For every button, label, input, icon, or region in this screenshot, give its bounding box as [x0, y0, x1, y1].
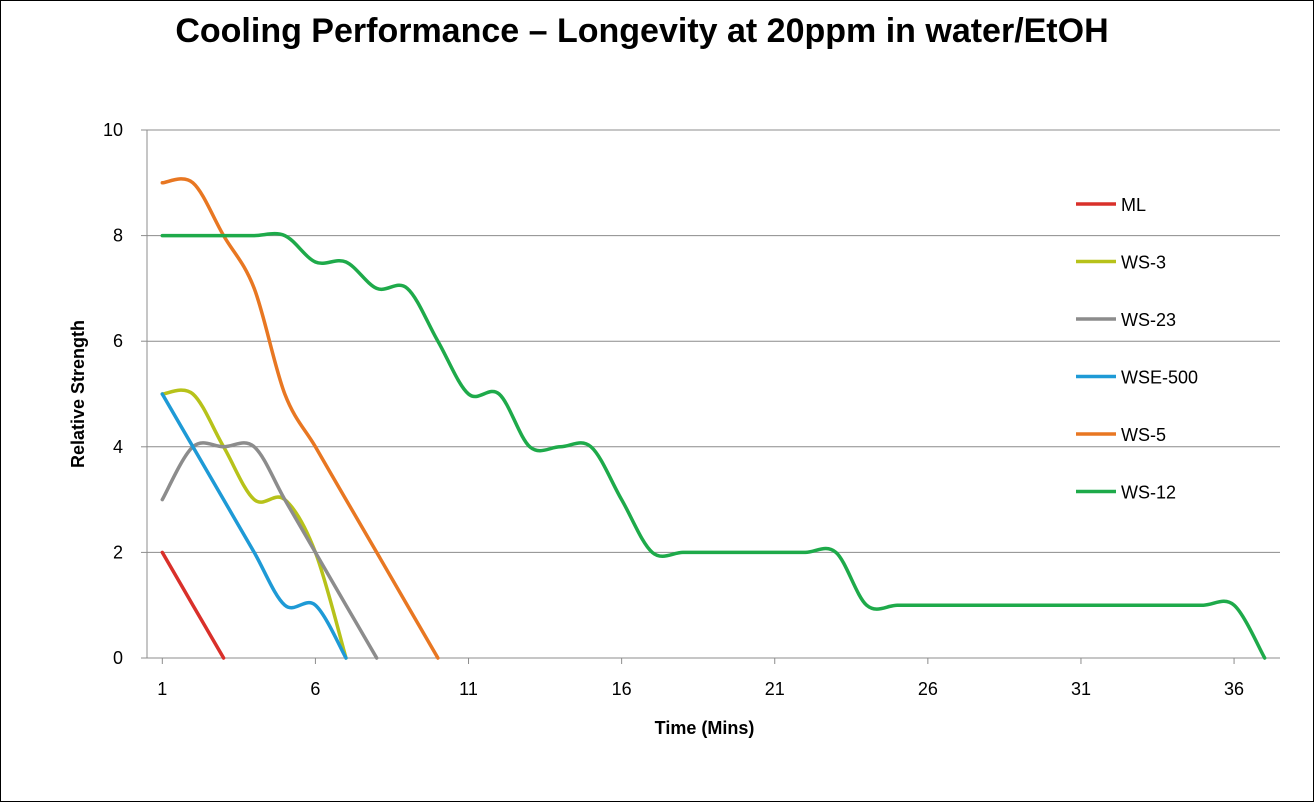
series-line-wse-500: [160, 392, 348, 660]
x-tick-label: 21: [765, 679, 785, 699]
series-line-ml: [160, 550, 226, 660]
legend: ML WS-3 WS-23 WSE-500 WS-5 WS-12: [1076, 195, 1198, 503]
legend-label-ml: ML: [1121, 195, 1146, 215]
x-axis-title: Time (Mins): [655, 718, 755, 738]
x-tick-label: 31: [1071, 679, 1091, 699]
x-tick-label: 6: [310, 679, 320, 699]
x-tick-label: 36: [1224, 679, 1244, 699]
series-line-ws-23: [160, 441, 379, 660]
x-tick-label: 1: [157, 679, 167, 699]
legend-label-wse-500: WSE-500: [1121, 368, 1198, 388]
series-lines: [160, 177, 1267, 660]
legend-label-ws-23: WS-23: [1121, 310, 1176, 330]
y-axis-title: Relative Strength: [68, 320, 88, 468]
legend-label-ws-12: WS-12: [1121, 483, 1176, 503]
y-tick-label: 0: [113, 648, 123, 668]
gridlines: [147, 129, 1280, 553]
y-tick-label: 6: [113, 331, 123, 351]
y-tick-label: 8: [113, 226, 123, 246]
x-tick-label: 26: [918, 679, 938, 699]
legend-label-ws-3: WS-3: [1121, 253, 1166, 273]
y-tick-label: 4: [113, 437, 123, 457]
x-tick-label: 11: [459, 679, 478, 699]
chart-title: Cooling Performance – Longevity at 20ppm…: [175, 12, 1109, 50]
series-line-ws-3: [160, 388, 348, 660]
series-line-ws-12: [160, 231, 1267, 660]
y-tick-label: 2: [113, 542, 123, 562]
y-tick-label: 10: [103, 120, 123, 140]
x-tick-label: 16: [612, 679, 632, 699]
legend-label-ws-5: WS-5: [1121, 425, 1166, 445]
series-line-ws-5: [160, 177, 440, 660]
